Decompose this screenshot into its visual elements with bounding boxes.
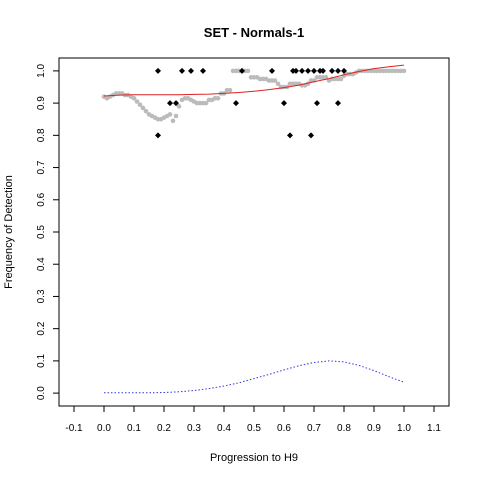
x-tick-label: 0.1 bbox=[127, 423, 141, 434]
y-tick-label: 0.4 bbox=[36, 257, 47, 271]
observed-point bbox=[173, 100, 179, 107]
smoothed-point bbox=[275, 81, 281, 87]
observed-point bbox=[308, 132, 314, 139]
smoothed-point bbox=[131, 95, 137, 101]
smoothed-point bbox=[227, 87, 233, 93]
smoothed-point bbox=[143, 108, 149, 114]
observed-point bbox=[281, 100, 287, 107]
y-tick-label: 0.2 bbox=[36, 321, 47, 335]
smoothed-point bbox=[203, 100, 209, 106]
chart-title: SET - Normals-1 bbox=[204, 25, 304, 40]
smoothed-point bbox=[401, 68, 407, 74]
x-tick-label: 0.6 bbox=[277, 423, 291, 434]
x-tick-label: 0.2 bbox=[157, 423, 171, 434]
x-tick-label: 0.7 bbox=[307, 423, 321, 434]
plot-frame bbox=[58, 57, 450, 407]
smoothed-point bbox=[338, 76, 344, 82]
smoothed-point bbox=[272, 78, 278, 83]
x-tick-label: 0.4 bbox=[217, 423, 231, 434]
observed-point bbox=[167, 100, 173, 107]
observed-point bbox=[335, 100, 341, 107]
x-tick-label: 0.8 bbox=[337, 423, 351, 434]
y-axis-title: Frequency of Detection bbox=[3, 175, 15, 289]
x-tick-label: 1.1 bbox=[427, 423, 441, 434]
smoothed-point bbox=[323, 75, 329, 80]
x-tick-label: 0.0 bbox=[97, 423, 111, 434]
x-tick-label: 1.0 bbox=[397, 423, 411, 434]
chart-marks bbox=[101, 64, 407, 394]
y-tick-label: 0.9 bbox=[36, 96, 47, 110]
x-tick-label: 0.3 bbox=[187, 423, 201, 434]
chart-axes: -0.1 0.0 0.1 0.2 0.3 0.4 0.5 0.6 0.7 0.8 0.9 1.0 1.1… bbox=[36, 64, 441, 434]
observed-point bbox=[329, 67, 335, 74]
x-tick-label: 0.9 bbox=[367, 423, 381, 434]
observed-point bbox=[287, 132, 293, 139]
observed-point bbox=[311, 67, 317, 74]
x-axis-title: Progression to H9 bbox=[210, 452, 298, 464]
y-tick-label: 1.0 bbox=[36, 64, 47, 78]
smoothed-point bbox=[137, 102, 143, 108]
y-tick-label: 0.3 bbox=[36, 289, 47, 303]
smoothed-point bbox=[170, 118, 176, 124]
observed-point bbox=[314, 100, 320, 107]
smoothed-point bbox=[167, 112, 173, 117]
observed-point bbox=[155, 67, 161, 74]
fit-curve bbox=[103, 64, 405, 97]
smoothed-point bbox=[134, 99, 140, 104]
smoothed-point bbox=[173, 113, 179, 119]
smoothed-point bbox=[140, 105, 146, 111]
observed-point bbox=[155, 132, 161, 139]
observed-point bbox=[239, 67, 245, 74]
observed-point bbox=[320, 67, 326, 74]
smoothed-point bbox=[176, 104, 182, 109]
observed-point bbox=[305, 67, 311, 74]
y-tick-label: 0.8 bbox=[36, 128, 47, 142]
y-tick-label: 0.0 bbox=[36, 386, 47, 400]
observed-point bbox=[200, 67, 206, 74]
density-curve bbox=[104, 360, 405, 394]
y-tick-label: 0.6 bbox=[36, 192, 47, 206]
observed-point bbox=[233, 100, 239, 107]
observed-point bbox=[335, 67, 341, 74]
observed-point bbox=[269, 67, 275, 74]
observed-point bbox=[299, 67, 305, 74]
y-tick-label: 0.7 bbox=[36, 160, 47, 174]
observed-point bbox=[293, 67, 299, 74]
y-tick-label: 0.5 bbox=[36, 225, 47, 239]
x-tick-label: -0.1 bbox=[65, 423, 83, 434]
smoothed-point bbox=[215, 95, 221, 101]
observed-point bbox=[179, 67, 185, 74]
y-tick-label: 0.1 bbox=[36, 354, 47, 368]
x-tick-label: 0.5 bbox=[247, 423, 261, 434]
observed-point bbox=[188, 67, 194, 74]
smoothed-point bbox=[245, 68, 251, 74]
observed-point bbox=[341, 67, 347, 74]
